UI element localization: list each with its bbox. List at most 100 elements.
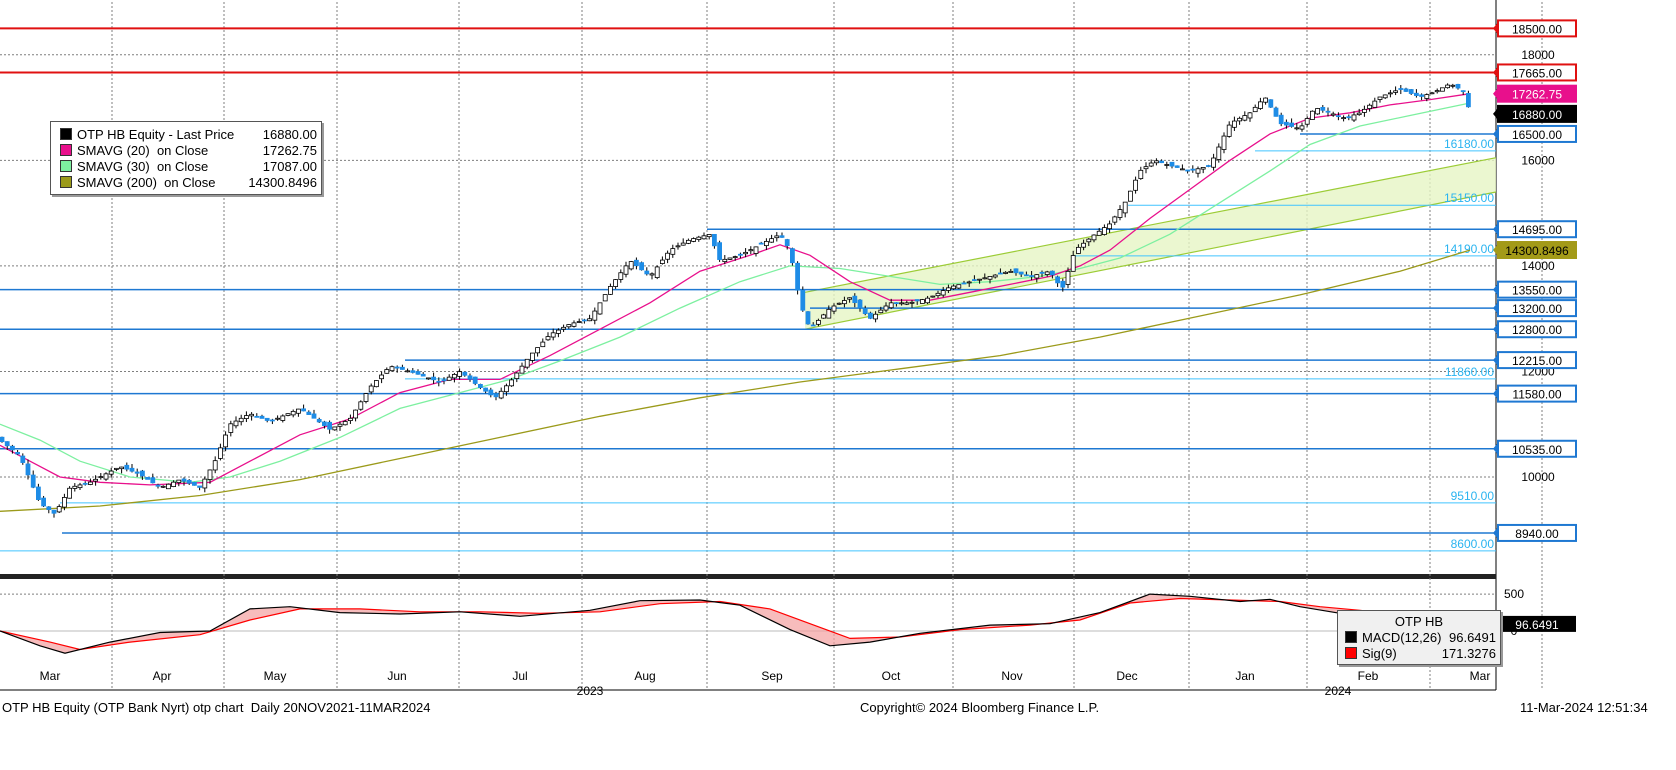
candle-body [223,434,229,448]
price-level-value: 17665.00 [1512,66,1562,80]
price-level-value: 17262.75 [1512,88,1562,102]
candle-body [405,370,411,373]
candle-body [1398,88,1404,90]
macd-last-value: 96.6491 [1515,618,1559,632]
candle-body [810,324,816,327]
candle-body [836,302,842,305]
candle-body [509,379,515,387]
macd-legend-title: OTP HB [1394,614,1444,629]
candle-body [379,374,385,380]
x-tick-label-month: Nov [1001,669,1022,683]
legend-row: MACD(12,26) 96.6491 [1342,629,1496,645]
candle-body [712,233,717,247]
candle-body [1382,94,1388,99]
candle-body [1133,179,1138,191]
candle-body [176,479,182,483]
x-tick-label-month: Jun [387,669,406,683]
candle-body [545,336,551,341]
macd-line [0,593,1471,654]
candle-body [1341,117,1346,120]
candle-body [639,262,644,271]
candle-body [1029,275,1034,277]
price-level-label: 14190.00 [1444,242,1494,256]
candle-body [1174,165,1180,168]
candle-body [353,409,359,419]
candle-body [1206,165,1211,167]
candle-body [998,272,1003,275]
legend-label: Sig(9) [1362,645,1397,661]
y-tick-label: 14000 [1521,259,1555,273]
candle-body [46,506,52,510]
candle-body [72,485,78,489]
x-tick-label-month: Aug [634,669,655,683]
price-level-label: 9510.00 [1451,489,1495,503]
candle-body [269,419,275,422]
price-level-pointer [1493,387,1498,400]
candle-body [254,415,260,418]
price-level-value: 8940.00 [1515,527,1559,541]
candle-body [228,423,234,433]
price-level-pointer [1493,323,1498,336]
panel-divider [0,574,1496,579]
candle-body [769,238,774,243]
candle-body [290,410,296,416]
candle-body [618,272,624,280]
candle-body [904,302,910,305]
candle-body [847,297,852,300]
price-level-value: 12800.00 [1512,323,1562,337]
candle-body [363,393,369,402]
candle-body [155,484,161,487]
candle-body [790,248,795,264]
legend-value: 171.3276 [1441,645,1496,661]
sma20-line [0,93,1471,486]
legend-swatch [1345,647,1357,659]
candle-body [441,379,447,382]
candle-body [1221,135,1227,150]
candle-body [1070,255,1076,272]
candle-body [1159,160,1164,164]
legend-value: 14300.8496 [248,174,317,190]
candle-body [732,256,738,259]
candle-body [992,274,998,278]
candle-body [571,322,577,327]
macd-legend: OTP HB MACD(12,26) 96.6491 Sig(9) 171.3276 [1337,610,1501,665]
candle-body [1372,100,1378,108]
macd-signal-line [0,597,1471,651]
candle-body [1268,99,1274,108]
candle-body [311,413,317,419]
x-tick-label-month: Oct [882,669,901,683]
candle-body [758,242,764,245]
candle-body [0,436,5,443]
candle-body [862,308,868,314]
candle-body [972,279,977,281]
candle-body [1367,104,1372,109]
candle-body [436,380,442,383]
candle-body [524,358,530,368]
candle-body [831,305,837,312]
legend-value: 17087.00 [262,158,317,174]
candle-body [530,352,535,361]
candle-body [446,376,452,381]
candle-body [114,467,119,470]
candle-body [1414,92,1419,96]
price-level-pointer [1493,354,1498,367]
candle-body [1169,161,1175,167]
candle-body [956,284,962,289]
candle-body [1388,92,1393,95]
candle-body [738,253,743,256]
candle-body [425,377,431,380]
candle-body [295,408,301,414]
candle-body [1351,114,1357,121]
candle-body [784,239,790,247]
candle-body [1065,270,1071,285]
candle-body [451,373,457,379]
candle-body [368,385,374,393]
price-level-value: 14695.00 [1512,223,1562,237]
candle-body [129,467,135,472]
price-level-label: 11860.00 [1445,365,1494,379]
candle-body [93,478,98,482]
candle-body [540,341,546,348]
candle-body [920,299,925,304]
candle-body [1164,164,1170,166]
candle-body [20,455,26,463]
